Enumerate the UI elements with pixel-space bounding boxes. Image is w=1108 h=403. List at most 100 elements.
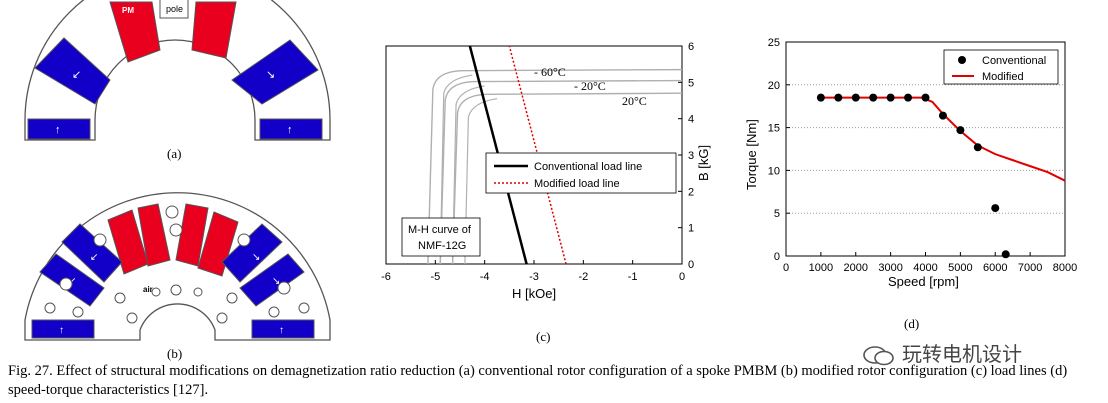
- magnet-b-red-3: [175, 203, 209, 267]
- mh-curve: [451, 92, 683, 265]
- legend-c-item-0: Conventional load line: [534, 161, 642, 173]
- x-tick-label-d: 1000: [809, 262, 833, 274]
- x-tick-label-c: -3: [529, 271, 539, 283]
- legend-d-item-1: Modified: [982, 71, 1024, 83]
- legend-d-item-0: Conventional: [982, 55, 1046, 67]
- panel-a-caption: (a): [167, 146, 181, 161]
- y-tick-label-c: 1: [688, 223, 694, 235]
- y-tick-label-c: 5: [688, 77, 694, 89]
- mh-curve-inner: [439, 74, 473, 265]
- magnet-bottom-right: ↑: [259, 118, 323, 140]
- conventional-point: [956, 126, 965, 135]
- mh-curve-inner: [464, 98, 498, 265]
- y-tick-label-d: 20: [768, 80, 780, 92]
- legend-d: Conventional Modified: [943, 49, 1059, 85]
- y-tick-label-d: 0: [774, 251, 780, 263]
- panel-b-diagram: ↙ ↙ ↘ ↘ ↑ ↑ air (b): [24, 192, 331, 361]
- svg-text:↘: ↘: [252, 252, 260, 263]
- x-axis-label-d: Speed [rpm]: [888, 274, 959, 289]
- x-tick-label-d: 3000: [878, 262, 902, 274]
- magnet-mid-left: ↙: [34, 37, 111, 105]
- svg-text:↙: ↙: [68, 276, 76, 287]
- y-tick-label-c: 6: [688, 41, 694, 53]
- svg-text:↑: ↑: [287, 124, 293, 136]
- magnet-b-blue-5: [31, 319, 95, 339]
- svg-text:↙: ↙: [72, 69, 81, 81]
- mh-curve: [439, 79, 683, 265]
- svg-text:↙: ↙: [90, 252, 98, 263]
- panel-c-caption: (c): [536, 329, 550, 344]
- y-tick-label-d: 15: [768, 123, 780, 135]
- x-tick-label-d: 6000: [983, 262, 1007, 274]
- wechat-icon: [863, 345, 894, 365]
- panel-c-chart: -6 -5 -4 -3 -2 -1 0 0 1 2 3 4 5 6 - 60°C - 20°C 20°C…: [381, 41, 711, 344]
- magnet-mid-right: ↘: [231, 39, 319, 105]
- mh-curve: [427, 68, 683, 265]
- svg-text:↑: ↑: [279, 325, 284, 336]
- x-tick-label-c: -5: [430, 271, 440, 283]
- x-tick-label-c: -1: [628, 271, 638, 283]
- conventional-point: [869, 93, 878, 102]
- temp-label-2: 20°C: [622, 94, 647, 108]
- x-tick-label-d: 7000: [1018, 262, 1042, 274]
- x-tick-label-c: -2: [578, 271, 588, 283]
- panel-b-caption: (b): [167, 346, 182, 361]
- conventional-point: [851, 93, 860, 102]
- x-tick-label-d: 4000: [913, 262, 937, 274]
- conventional-point: [921, 93, 930, 102]
- figure-caption: Fig. 27. Effect of structural modificati…: [8, 363, 1068, 398]
- svg-text:M-H curve of: M-H curve of: [408, 224, 472, 236]
- legend-c-item-1: Modified load line: [534, 178, 620, 190]
- steel-pole-label: pole: [166, 4, 183, 14]
- pm-label: PM: [122, 6, 134, 15]
- conventional-point: [938, 111, 947, 120]
- magnet-b-blue-1: [61, 223, 123, 283]
- svg-text:↘: ↘: [272, 276, 280, 287]
- x-tick-label-d: 8000: [1053, 262, 1077, 274]
- conventional-point: [973, 143, 982, 152]
- x-tick-label-c: -4: [480, 271, 490, 283]
- air-label: air: [143, 285, 153, 294]
- svg-text:NMF-12G: NMF-12G: [418, 240, 466, 252]
- conventional-point: [1001, 250, 1010, 259]
- watermark: 玩转电机设计: [862, 338, 1022, 367]
- y-axis-label-d: Torque [Nm]: [744, 119, 759, 190]
- x-axis-label-c: H [kOe]: [512, 286, 556, 301]
- magnet-b-blue-2: [39, 253, 105, 307]
- y-axis-label-c: B [kG]: [696, 145, 711, 181]
- mh-curves: [427, 68, 683, 265]
- x-tick-label-c: 0: [679, 271, 685, 283]
- magnet-b-red-2: [137, 203, 171, 267]
- svg-text:↑: ↑: [55, 124, 61, 136]
- watermark-text: 玩转电机设计: [902, 342, 1022, 366]
- x-tick-label-d: 2000: [844, 262, 868, 274]
- panel-d-chart: 0 1000 2000 3000 4000 5000 6000 7000 8000 0 5 10 15…: [744, 37, 1077, 331]
- y-tick-label-c: 0: [688, 259, 694, 271]
- x-tick-label-c: -6: [381, 271, 391, 283]
- svg-text:↑: ↑: [59, 325, 64, 336]
- y-tick-label-d: 5: [774, 208, 780, 220]
- x-tick-label-d: 0: [783, 262, 789, 274]
- panel-d-caption: (d): [904, 316, 919, 331]
- conventional-point: [991, 204, 1000, 213]
- magnet-b-blue-6: [251, 319, 315, 339]
- modified-line: [820, 96, 1066, 182]
- magnet-top-right: [191, 1, 237, 59]
- y-tick-label-c: 4: [688, 114, 694, 126]
- x-tick-label-d: 5000: [948, 262, 972, 274]
- conventional-point: [816, 93, 825, 102]
- svg-text:↘: ↘: [266, 69, 275, 81]
- temp-label-0: - 60°C: [534, 65, 566, 79]
- mh-label-box: M-H curve of NMF-12G: [401, 217, 481, 257]
- y-tick-label-c: 3: [688, 150, 694, 162]
- panel-a-diagram: ↙ ↘ ↑ ↑ PM pole (a): [24, 0, 331, 161]
- conventional-point: [886, 93, 895, 102]
- y-tick-label-c: 2: [688, 186, 694, 198]
- conventional-point: [834, 93, 843, 102]
- magnet-b-blue-4: [239, 253, 305, 307]
- legend-c: Conventional load line Modified load lin…: [485, 152, 677, 194]
- temp-label-1: - 20°C: [574, 79, 606, 93]
- magnet-bottom-left: ↑: [27, 118, 91, 140]
- y-tick-label-d: 25: [768, 37, 780, 49]
- y-tick-label-d: 10: [768, 165, 780, 177]
